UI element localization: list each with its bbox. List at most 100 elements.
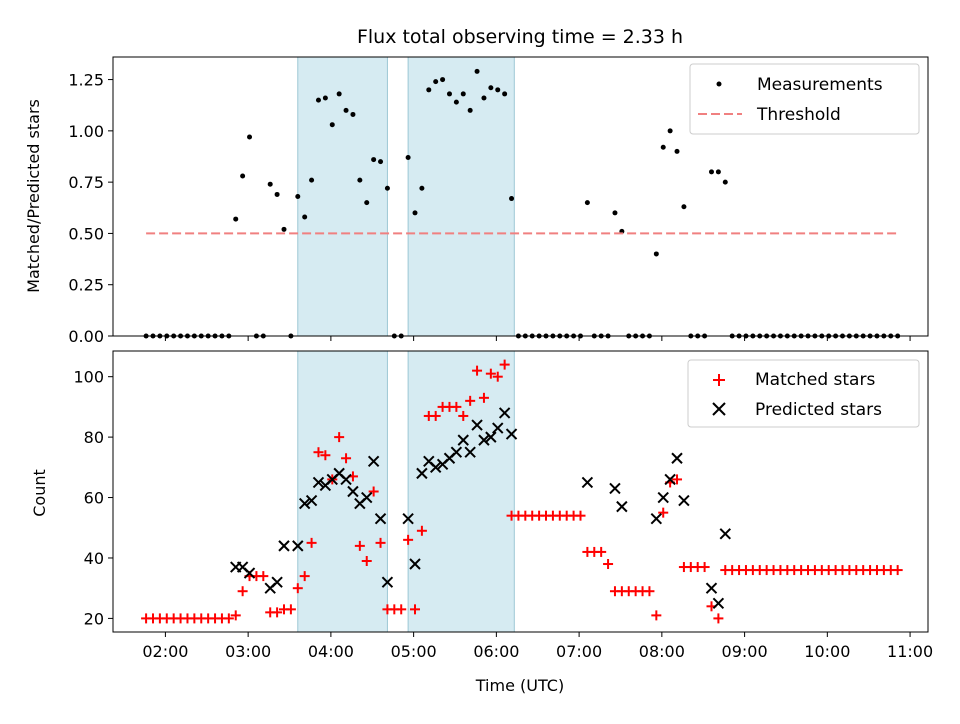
measurements-point — [309, 177, 315, 183]
predicted-stars-point — [609, 482, 621, 495]
measurements-point — [384, 185, 390, 191]
matched-stars-point — [272, 607, 283, 618]
matched-stars-point — [237, 586, 248, 597]
x-tick-label: 05:00 — [391, 642, 437, 661]
measurements-point — [509, 196, 515, 202]
measurements-point — [302, 214, 308, 220]
predicted-stars-point — [402, 512, 414, 525]
matched-stars-point — [699, 562, 710, 573]
predicted-stars-point — [492, 422, 504, 434]
x-tick-label: 11:00 — [887, 642, 933, 661]
predicted-stars-point — [374, 512, 387, 525]
x-tick-label: 07:00 — [556, 642, 602, 661]
measurements-point — [481, 95, 487, 101]
bot-y-tick-label: 80 — [84, 428, 104, 447]
measurements-point — [467, 107, 473, 113]
top-legend-box — [689, 63, 920, 135]
legend-marker-matched-stars — [713, 374, 725, 386]
legend-label-measurements: Measurements — [757, 75, 883, 95]
bot-shaded-region-2 — [407, 350, 515, 633]
matched-stars-point — [651, 610, 662, 621]
measurements-point — [274, 191, 280, 197]
matched-stars-point — [230, 610, 241, 621]
measurements-point — [357, 177, 363, 183]
predicted-stars-point — [278, 540, 290, 552]
predicted-stars-point — [367, 455, 380, 467]
top-y-tick-label: 0.00 — [68, 327, 104, 346]
predicted-stars-point — [305, 494, 318, 507]
matched-stars-point — [658, 507, 669, 518]
top-y-tick-label: 0.50 — [68, 224, 104, 243]
predicted-stars-point — [340, 473, 352, 486]
matched-stars-point — [416, 525, 427, 536]
matched-stars-point — [306, 537, 317, 548]
matched-stars-point — [361, 555, 372, 566]
matched-stars-point — [285, 604, 296, 615]
measurements-point — [667, 128, 673, 134]
x-tick-label: 09:00 — [722, 642, 768, 661]
measurements-point — [715, 169, 721, 175]
matched-stars-point — [403, 534, 414, 545]
legend-label-threshold: Threshold — [756, 105, 841, 125]
x-tick-label: 04:00 — [308, 642, 354, 661]
matched-stars-point — [458, 410, 469, 421]
bot-y-tick-label: 60 — [84, 489, 104, 508]
top-shaded-region-2 — [407, 56, 515, 337]
measurements-point — [315, 97, 321, 103]
matched-stars-point — [299, 571, 310, 582]
measurements-point — [674, 148, 680, 154]
measurements-point — [350, 111, 356, 117]
bot-y-tick-label: 20 — [84, 609, 104, 628]
matched-stars-point — [472, 365, 483, 376]
matched-stars-point — [672, 474, 683, 485]
matched-stars-point — [478, 392, 489, 403]
top-axis-ticks: 0.00 0.25 0.50 0.75 1.00 1.25 — [68, 71, 911, 346]
legend-marker-measurements — [716, 81, 722, 87]
top-axes-frame — [112, 56, 929, 337]
predicted-stars-point — [664, 473, 676, 486]
predicted-stars-point — [464, 446, 476, 458]
predicted-stars-point — [485, 431, 497, 443]
x-tick-label: 03:00 — [225, 642, 271, 661]
top-y-tick-label: 0.25 — [68, 276, 104, 295]
measurements-point — [371, 157, 377, 163]
predicted-stars-point — [505, 428, 518, 440]
predicted-stars-point — [271, 576, 283, 588]
predicted-stars-point — [671, 452, 683, 464]
bottom-series — [141, 359, 903, 624]
predicted-stars-point — [678, 494, 690, 507]
matched-stars-point — [465, 395, 476, 406]
matched-stars-point — [603, 559, 614, 570]
measurements-point — [440, 77, 446, 83]
measurements-point — [322, 95, 328, 101]
legend-marker-predicted-stars — [712, 402, 726, 416]
measurements-point — [474, 68, 480, 74]
predicted-stars-point — [657, 491, 669, 504]
matched-stars-point — [334, 432, 345, 443]
top-y-axis-label: Matched/Predicted stars — [24, 99, 43, 293]
measurements-point — [502, 91, 508, 97]
bot-y-tick-label: 100 — [73, 368, 104, 387]
chart-title: Flux total observing time = 2.33 h — [357, 26, 683, 48]
matched-stars-point — [410, 604, 421, 615]
measurements-point — [267, 181, 273, 187]
predicted-stars-point — [381, 576, 394, 588]
predicted-stars-point — [361, 491, 373, 504]
matched-stars-point — [499, 359, 510, 370]
measurements-point — [364, 200, 370, 206]
measurements-point — [233, 216, 239, 222]
bottom-legend: Matched stars Predicted stars — [687, 359, 920, 428]
matched-stars-point — [292, 583, 303, 594]
predicted-stars-point — [243, 567, 256, 579]
measurements-point — [378, 159, 384, 165]
measurements-point — [240, 173, 246, 179]
predicted-stars-point — [347, 485, 359, 498]
bottom-x-axis-label: Time (UTC) — [475, 676, 564, 695]
x-tick-label: 10:00 — [804, 642, 850, 661]
measurements-point — [295, 194, 301, 199]
x-tick-label: 06:00 — [473, 642, 519, 661]
matched-stars-point — [320, 450, 331, 461]
bottom-panel: 02:00 03:00 04:00 05:00 06:00 07:00 08:00 09:00… — [30, 350, 933, 695]
matched-stars-point — [575, 510, 586, 521]
matched-stars-point — [354, 540, 365, 551]
